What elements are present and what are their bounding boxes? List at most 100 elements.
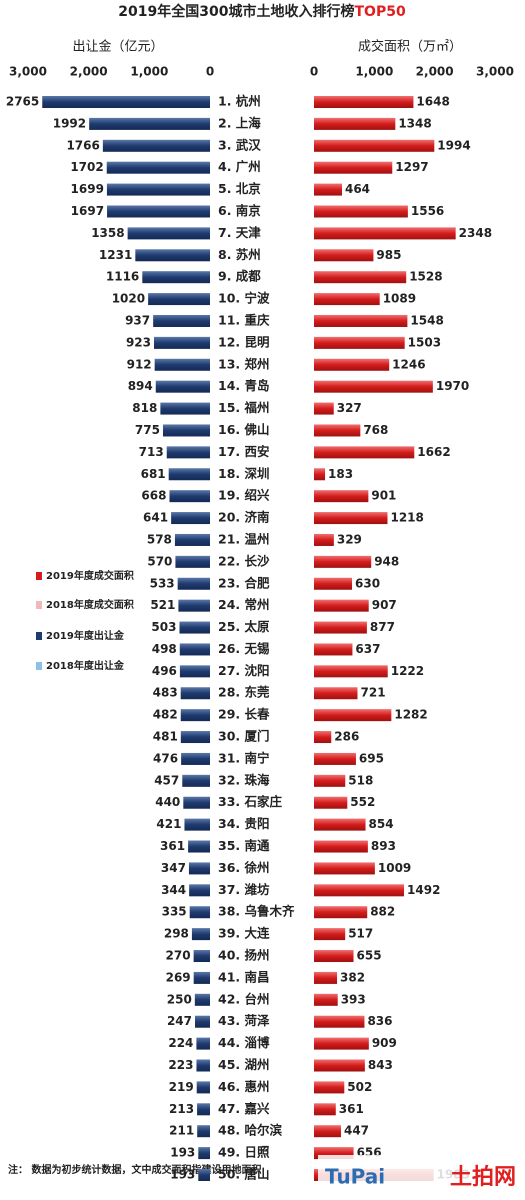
x2-tick-label: 0 — [310, 65, 318, 79]
x-tick-label: 1,000 — [130, 65, 168, 79]
bar-left — [189, 884, 210, 897]
bar-left — [196, 1037, 210, 1050]
bar-left — [180, 731, 210, 744]
bar-right — [314, 818, 366, 831]
value-label-right: 329 — [337, 532, 362, 546]
category-label: 4. 广州 — [218, 159, 261, 174]
bar-right — [314, 446, 415, 459]
category-label: 41. 南昌 — [218, 969, 270, 984]
value-label-left: 483 — [153, 686, 178, 700]
value-label-right: 1282 — [394, 708, 427, 722]
bar-left — [148, 293, 210, 306]
bar-left — [179, 621, 210, 634]
value-label-right: 843 — [368, 1058, 393, 1072]
value-label-right: 327 — [337, 401, 362, 415]
bar-right — [314, 971, 338, 984]
category-label: 20. 济南 — [218, 510, 270, 525]
bar-left — [162, 424, 210, 437]
value-label-right: 1089 — [383, 292, 416, 306]
value-label-right: 1503 — [408, 335, 441, 349]
bar-left — [188, 840, 210, 853]
bar-left — [188, 862, 210, 875]
value-label-right: 985 — [376, 248, 401, 262]
value-label-left: 533 — [150, 576, 175, 590]
bar-right — [314, 336, 405, 349]
value-label-left: 335 — [162, 905, 187, 919]
category-label: 8. 苏州 — [218, 247, 261, 262]
legend-swatch — [36, 601, 42, 609]
bar-left — [198, 1147, 210, 1160]
value-label-right: 1662 — [417, 445, 450, 459]
value-label-left: 498 — [152, 642, 177, 656]
value-label-left: 894 — [128, 379, 153, 393]
value-label-left: 1231 — [99, 248, 132, 262]
category-label: 6. 南京 — [218, 203, 261, 218]
value-label-right: 382 — [340, 970, 365, 984]
bar-right — [314, 796, 348, 809]
value-label-right: 1556 — [411, 204, 444, 218]
value-label-right: 183 — [328, 467, 353, 481]
value-label-right: 909 — [372, 1036, 397, 1050]
bar-left — [182, 774, 210, 787]
bar-right — [314, 533, 334, 546]
value-label-left: 1697 — [71, 204, 104, 218]
bar-right — [314, 271, 407, 284]
bar-left — [166, 446, 210, 459]
category-label: 33. 石家庄 — [218, 794, 282, 809]
bar-right — [314, 1037, 369, 1050]
bar-left — [179, 665, 210, 678]
bar-right — [314, 709, 392, 722]
x2-tick-label: 1,000 — [355, 65, 393, 79]
value-label-right: 877 — [370, 620, 395, 634]
value-label-right: 854 — [369, 817, 394, 831]
value-label-right: 721 — [361, 686, 386, 700]
bar-left — [142, 271, 210, 284]
bar-right — [314, 402, 334, 415]
category-label: 42. 台州 — [218, 991, 270, 1006]
value-label-right: 637 — [355, 642, 380, 656]
category-label: 30. 厦门 — [218, 729, 270, 744]
x-tick-label: 3,000 — [9, 65, 47, 79]
bar-right — [314, 731, 332, 744]
category-label: 3. 武汉 — [218, 137, 261, 152]
bar-right — [314, 906, 368, 919]
bar-left — [196, 1059, 210, 1072]
value-label-left: 269 — [166, 970, 191, 984]
category-label: 46. 惠州 — [218, 1079, 270, 1094]
value-label-left: 1699 — [71, 182, 104, 196]
bar-right — [314, 621, 367, 634]
category-label: 40. 扬州 — [218, 948, 270, 963]
bar-left — [177, 577, 210, 590]
value-label-left: 219 — [169, 1080, 194, 1094]
bar-right — [314, 468, 326, 481]
legend-swatch — [36, 632, 42, 640]
bar-right — [314, 665, 388, 678]
category-label: 5. 北京 — [218, 181, 261, 196]
x2-tick-label: 3,000 — [476, 65, 514, 79]
value-label-right: 517 — [348, 927, 373, 941]
category-label: 13. 郑州 — [218, 356, 270, 371]
value-label-right: 1548 — [410, 313, 443, 327]
value-label-left: 2765 — [6, 95, 39, 109]
category-label: 25. 太原 — [218, 619, 270, 634]
bar-right — [314, 380, 433, 393]
bar-right — [314, 993, 338, 1006]
category-label: 18. 深圳 — [218, 466, 270, 481]
value-label-right: 502 — [347, 1080, 372, 1094]
bar-right — [314, 314, 408, 327]
bar-left — [195, 1015, 210, 1028]
value-label-right: 948 — [374, 554, 399, 568]
bar-right — [314, 424, 361, 437]
value-label-right: 907 — [372, 598, 397, 612]
bar-right — [314, 774, 346, 787]
value-label-left: 247 — [167, 1014, 192, 1028]
bar-left — [42, 96, 210, 108]
bar-left — [89, 117, 210, 130]
category-label: 49. 日照 — [218, 1145, 270, 1160]
bar-left — [154, 336, 210, 349]
category-label: 38. 乌鲁木齐 — [218, 904, 295, 919]
value-label-left: 1358 — [91, 226, 124, 240]
bar-right — [314, 249, 374, 262]
bar-right — [314, 950, 354, 963]
